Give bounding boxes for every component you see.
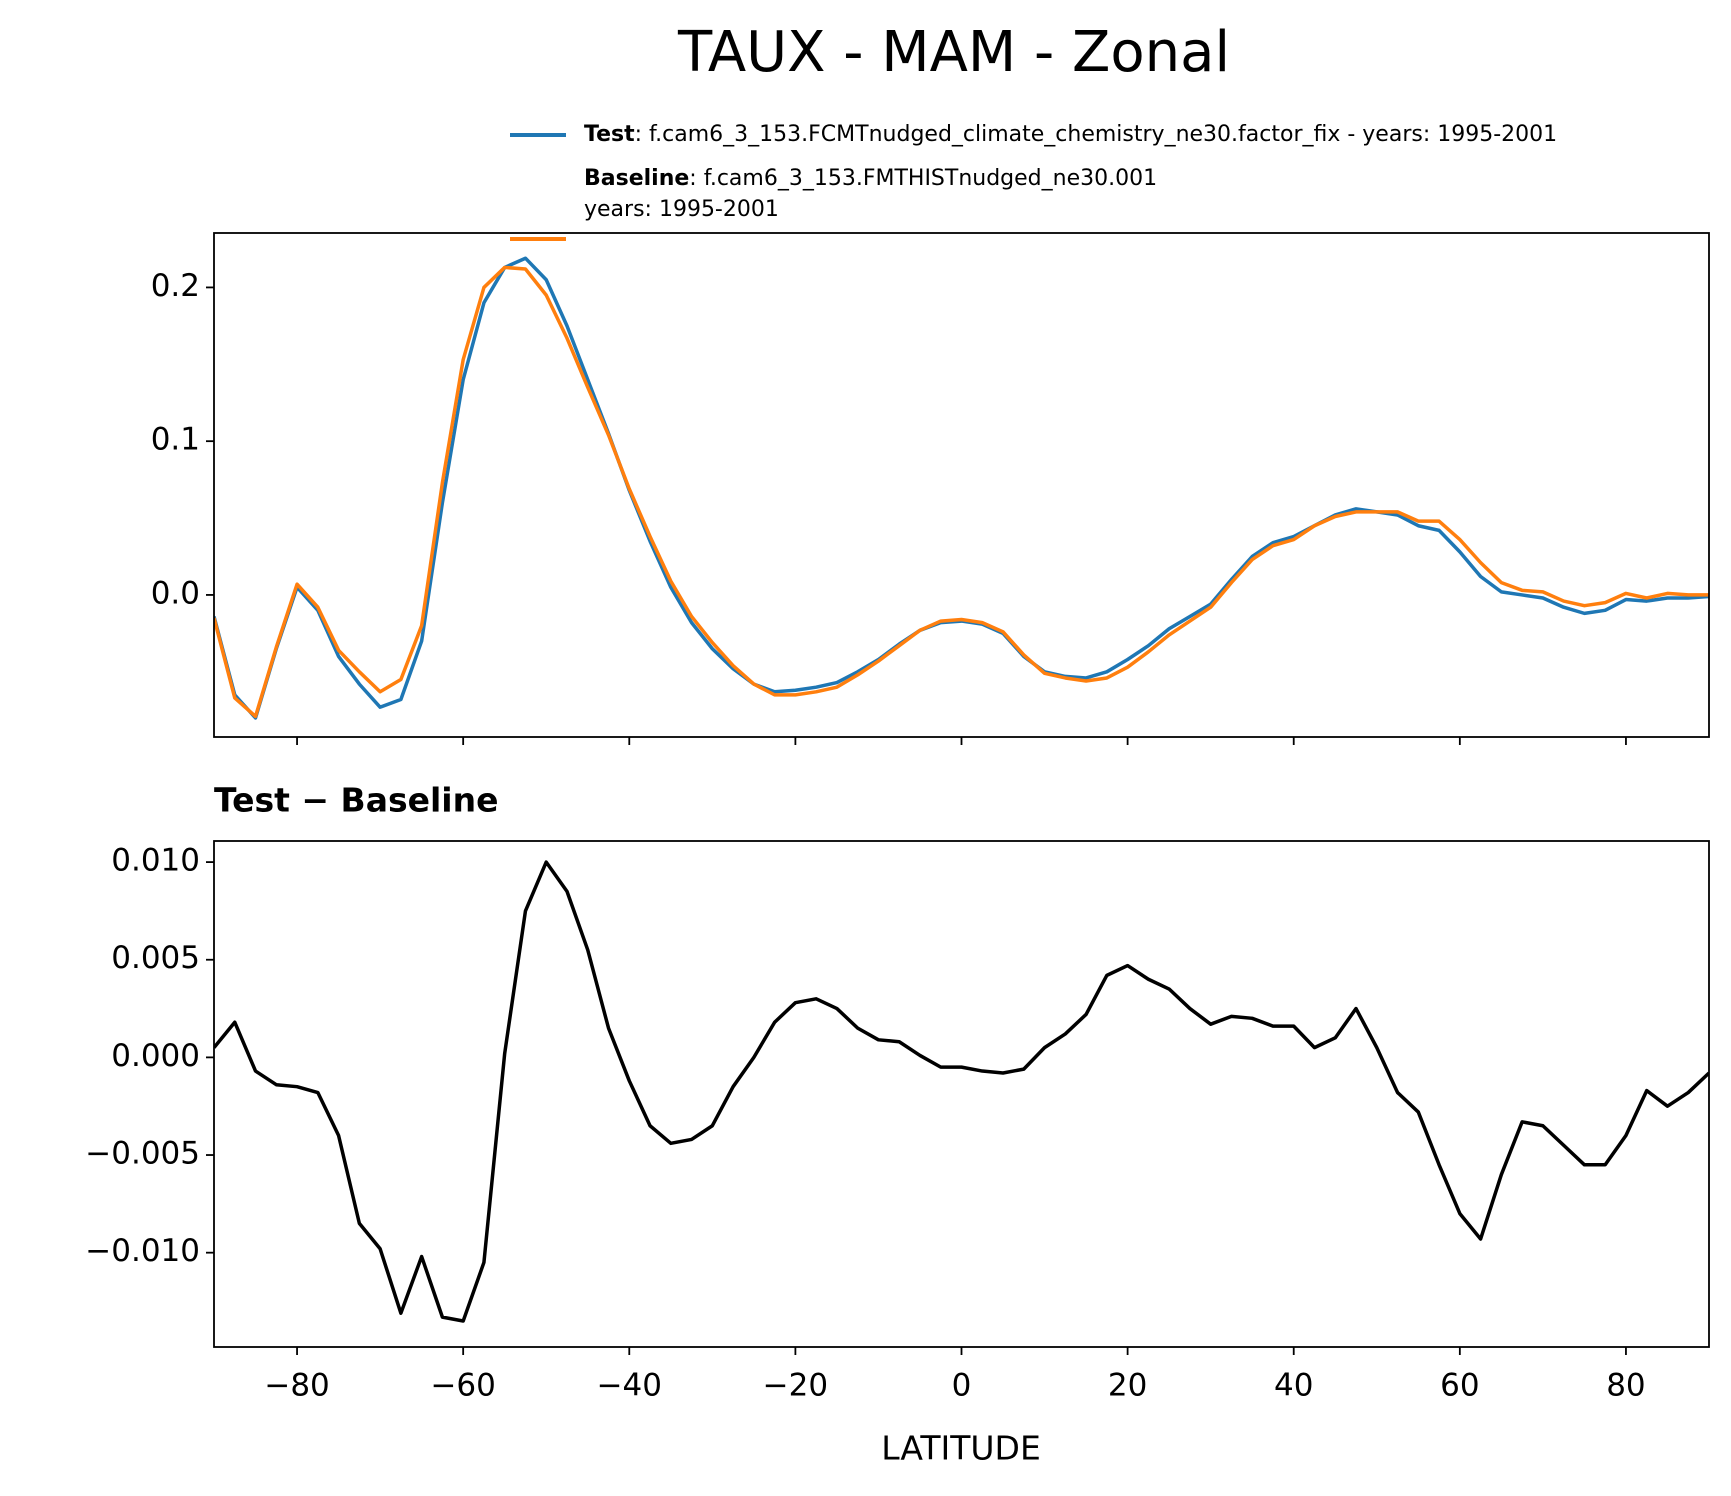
y-tick-label: −0.005 [85, 1136, 200, 1172]
legend-name: Baseline [584, 166, 689, 191]
plot-area [214, 256, 1709, 720]
x-tick-label: −40 [597, 1368, 662, 1404]
y-tick-label: −0.010 [85, 1233, 200, 1269]
data-line [214, 256, 1709, 720]
y-tick-label: 0.010 [111, 843, 200, 879]
plot-frame [213, 840, 1710, 1348]
x-tick-label: 80 [1606, 1368, 1645, 1404]
legend-description: : f.cam6_3_153.FMTHISTnudged_ne30.001 [689, 166, 1157, 191]
x-tick-label: −60 [430, 1368, 495, 1404]
x-tick-label: 0 [952, 1368, 972, 1404]
y-tick-label: 0.005 [111, 940, 200, 976]
data-line [214, 265, 1709, 719]
x-tick-label: 60 [1440, 1368, 1479, 1404]
y-tick-label: 0.2 [151, 268, 200, 304]
x-tick-label: 20 [1108, 1368, 1147, 1404]
x-tick-label: −20 [763, 1368, 828, 1404]
chart-title: TAUX - MAM - Zonal [677, 20, 1230, 85]
subplot-title: Test − Baseline [214, 781, 499, 820]
x-tick-label: 40 [1274, 1368, 1313, 1404]
y-tick-label: 0.0 [151, 575, 200, 611]
x-axis-label: LATITUDE [881, 1429, 1041, 1468]
plot-area [214, 860, 1709, 1323]
legend-label: Test: f.cam6_3_153.FCMTnudged_climate_ch… [584, 122, 1557, 147]
legend-description: : f.cam6_3_153.FCMTnudged_climate_chemis… [635, 122, 1558, 147]
plot-frame [213, 232, 1710, 738]
x-tick-label: −80 [264, 1368, 329, 1404]
data-line [214, 860, 1709, 1323]
legend-label: Baseline: f.cam6_3_153.FMTHISTnudged_ne3… [584, 166, 1157, 191]
legend-name: Test [584, 122, 635, 147]
legend-description: years: 1995-2001 [584, 197, 779, 222]
y-tick-label: 0.000 [111, 1038, 200, 1074]
y-tick-label: 0.1 [151, 422, 200, 458]
